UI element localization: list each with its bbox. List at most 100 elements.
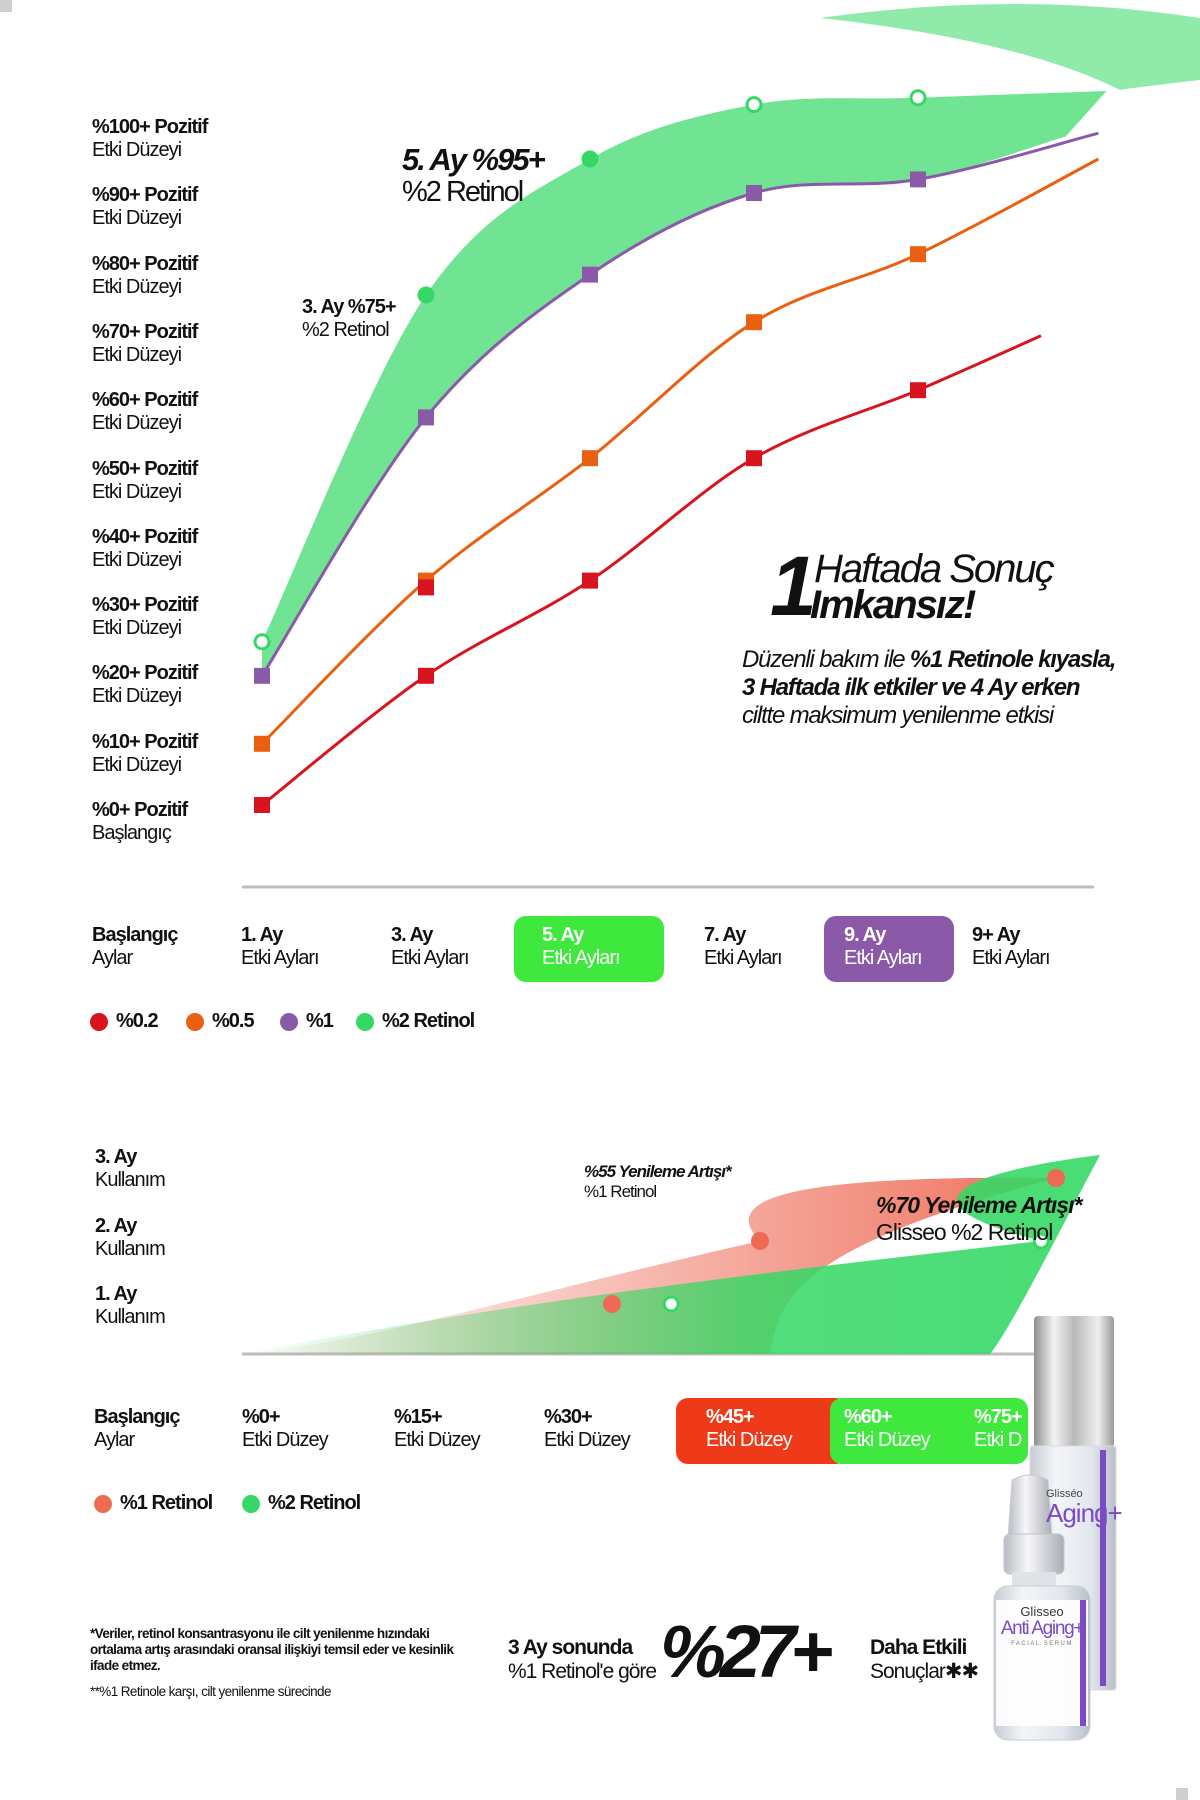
chart-2-legend: %1 Retinol %2 Retinol <box>94 1492 434 1516</box>
y-tick-label-top: %60+ Pozitif <box>92 389 198 412</box>
legend-item-0-5: %0.5 <box>186 1010 255 1033</box>
footnotes: *Veriler, retinol konsantrasyonu ile cil… <box>90 1626 470 1700</box>
footnote-1: *Veriler, retinol konsantrasyonu ile cil… <box>90 1626 454 1673</box>
annotation-dot-0 <box>584 153 596 165</box>
chart-1-legend: %0.2 %0.5 %1 %2 Retinol <box>90 1010 610 1034</box>
y-tick-label-bottom: Etki Düzeyi <box>92 207 182 230</box>
x-tick-label-top: %45+ <box>706 1406 755 1428</box>
y-tick-label-bottom: Etki Düzeyi <box>92 412 182 435</box>
x-tick-label: 9+ Ay Etki Ayları <box>972 924 1051 970</box>
x-tick-label-bottom: Etki Ayları <box>704 947 783 969</box>
x-tick-label: 5. Ay Etki Ayları <box>514 916 664 982</box>
headline-body-normal-1: Düzenli bakım ile <box>742 646 910 673</box>
y-tick-label-top: %40+ Pozitif <box>92 525 198 548</box>
x-tick-label: %75+ Etki D <box>958 1398 1028 1464</box>
headline-line2: Imkansız! <box>810 583 976 627</box>
footnote-2: **%1 Retinole karşı, cilt yenilenme süre… <box>90 1684 331 1699</box>
y-tick-label-top: %70+ Pozitif <box>92 320 198 343</box>
x-tick-label-top: %75+ <box>974 1406 1023 1428</box>
annotation-3-ay: 3. Ay %75+ %2 Retinol <box>302 296 397 342</box>
box-name: Aging+ <box>1046 1498 1123 1528</box>
legend-item-0-2: %0.2 <box>90 1010 159 1033</box>
point-series-2-2 <box>582 266 598 283</box>
x-tick-label-top: 9. Ay <box>844 924 886 946</box>
y-tick-label-top: %90+ Pozitif <box>92 184 198 207</box>
chart-1-plot <box>242 4 1200 889</box>
point-series-0-0 <box>254 797 270 813</box>
y-tick-label: %30+ Pozitif Etki Düzeyi <box>92 594 198 640</box>
x-tick-label-top: %30+ <box>544 1406 593 1428</box>
x-tick-label: %60+ Etki Düzey <box>830 1398 980 1464</box>
area-1-retinol <box>242 1177 1056 1354</box>
y-tick-label: %20+ Pozitif Etki Düzeyi <box>92 662 198 708</box>
annotation-55-bold: %55 Yenileme Artışı* <box>584 1162 732 1181</box>
bottle-label-text: Glisseo Anti Aging+ FACIAL SERUM <box>996 1604 1088 1647</box>
x-tick-label: %15+ Etki Düzey <box>394 1406 481 1452</box>
x-tick-label: Başlangıç Aylar <box>92 924 178 970</box>
x-tick-label-bottom: Etki Ayları <box>391 947 470 969</box>
y-tick-label: 2. Ay Kullanım <box>95 1215 166 1261</box>
y-tick-label: %40+ Pozitif Etki Düzeyi <box>92 525 198 572</box>
x-tick-label-bottom: Etki Düzey <box>242 1429 329 1451</box>
y-tick-label-bottom: Etki Düzeyi <box>92 343 182 366</box>
annotation-55: %55 Yenileme Artışı* %1 Retinol <box>584 1162 732 1202</box>
legend-dot-salmon <box>94 1494 112 1513</box>
point-series-0-3 <box>746 450 762 467</box>
corner-mark-bottom-right <box>1176 1788 1188 1800</box>
x-tick-label-top: Başlangıç <box>94 1406 180 1428</box>
x-tick-label-bottom: Etki D <box>974 1429 1022 1451</box>
headline: 1 Haftada Sonuç Imkansız! <box>770 544 1170 638</box>
y-tick-label-bottom: Kullanım <box>95 1306 166 1328</box>
y-tick-label-bottom: Etki Düzeyi <box>92 480 182 503</box>
legend-label: %0.5 <box>212 1010 255 1032</box>
x-tick-label-bottom: Etki Düzey <box>844 1429 931 1451</box>
box-label-text: Glisséo Aging+ <box>1046 1488 1123 1528</box>
point-series-0-1 <box>418 667 434 684</box>
y-tick-label-bottom: Kullanım <box>95 1169 166 1191</box>
band-2-retinol <box>262 91 1107 676</box>
y-tick-label: %0+ Pozitif Başlangıç <box>92 799 188 845</box>
x-tick-label-top: Başlangıç <box>92 924 178 946</box>
x-tick-label-top: 3. Ay <box>391 924 433 946</box>
legend-item-2-retinol: %2 Retinol <box>356 1010 475 1033</box>
x-tick-label-top: 7. Ay <box>704 924 746 946</box>
x-tick-label: 9. Ay Etki Ayları <box>824 916 954 982</box>
y-tick-label-top: %20+ Pozitif <box>92 662 198 685</box>
y-tick-label-top: %30+ Pozitif <box>92 594 198 617</box>
y-tick-label-top: %10+ Pozitif <box>92 730 198 753</box>
x-tick-label: 1. Ay Etki Ayları <box>241 924 320 970</box>
y-tick-label-top: 3. Ay <box>95 1146 137 1168</box>
y-tick-label-bottom: Etki Düzeyi <box>92 275 182 298</box>
legend-label: %0.2 <box>116 1010 159 1032</box>
headline-line1: Haftada Sonuç <box>814 547 1055 591</box>
box-brand: Glisséo <box>1046 1488 1083 1500</box>
annotation-70-bold: %70 Yenileme Artışı* <box>876 1192 1082 1218</box>
x-tick-label: Başlangıç Aylar <box>94 1406 180 1452</box>
y-tick-label-bottom: Başlangıç <box>92 822 172 844</box>
point-1-retinol-1 <box>751 1232 769 1250</box>
claim-left: 3 Ay sonunda %1 Retinol'e göre <box>508 1636 657 1684</box>
line-series-2 <box>260 131 1099 677</box>
y-tick-label-top: 1. Ay <box>95 1283 137 1305</box>
x-tick-label-top: 5. Ay <box>542 924 584 946</box>
x-tick-label: 7. Ay Etki Ayları <box>704 924 783 970</box>
y-tick-label-bottom: Etki Düzeyi <box>92 548 182 571</box>
line-series-1 <box>260 157 1100 745</box>
annotation-3-ay-normal: %2 Retinol <box>302 319 390 341</box>
x-tick-label-bottom: Etki Ayları <box>972 947 1051 969</box>
point-series-3-4 <box>909 89 927 107</box>
y-tick-label-bottom: Etki Düzeyi <box>92 753 182 776</box>
claim-right-line1: Daha Etkili <box>870 1636 967 1659</box>
y-tick-label: %10+ Pozitif Etki Düzeyi <box>92 730 198 777</box>
y-tick-label-bottom: Etki Düzeyi <box>92 617 182 640</box>
claim-left-line1: 3 Ay sonunda <box>508 1636 633 1659</box>
annotation-5-ay-bold: 5. Ay %95+ <box>402 142 546 177</box>
bottom-claim: 3 Ay sonunda %1 Retinol'e göre %27+ Daha… <box>508 1612 1008 1698</box>
x-tick-label-bottom: Etki Düzey <box>544 1429 631 1451</box>
point-series-1-3 <box>746 314 762 331</box>
point-series-0-4 <box>910 382 926 399</box>
legend-dot-red <box>90 1012 108 1031</box>
point-2-retinol-1 <box>1032 1232 1050 1250</box>
y-tick-label: 3. Ay Kullanım <box>95 1146 166 1192</box>
annotation-70-normal: Glisseo %2 Retinol <box>876 1219 1053 1245</box>
